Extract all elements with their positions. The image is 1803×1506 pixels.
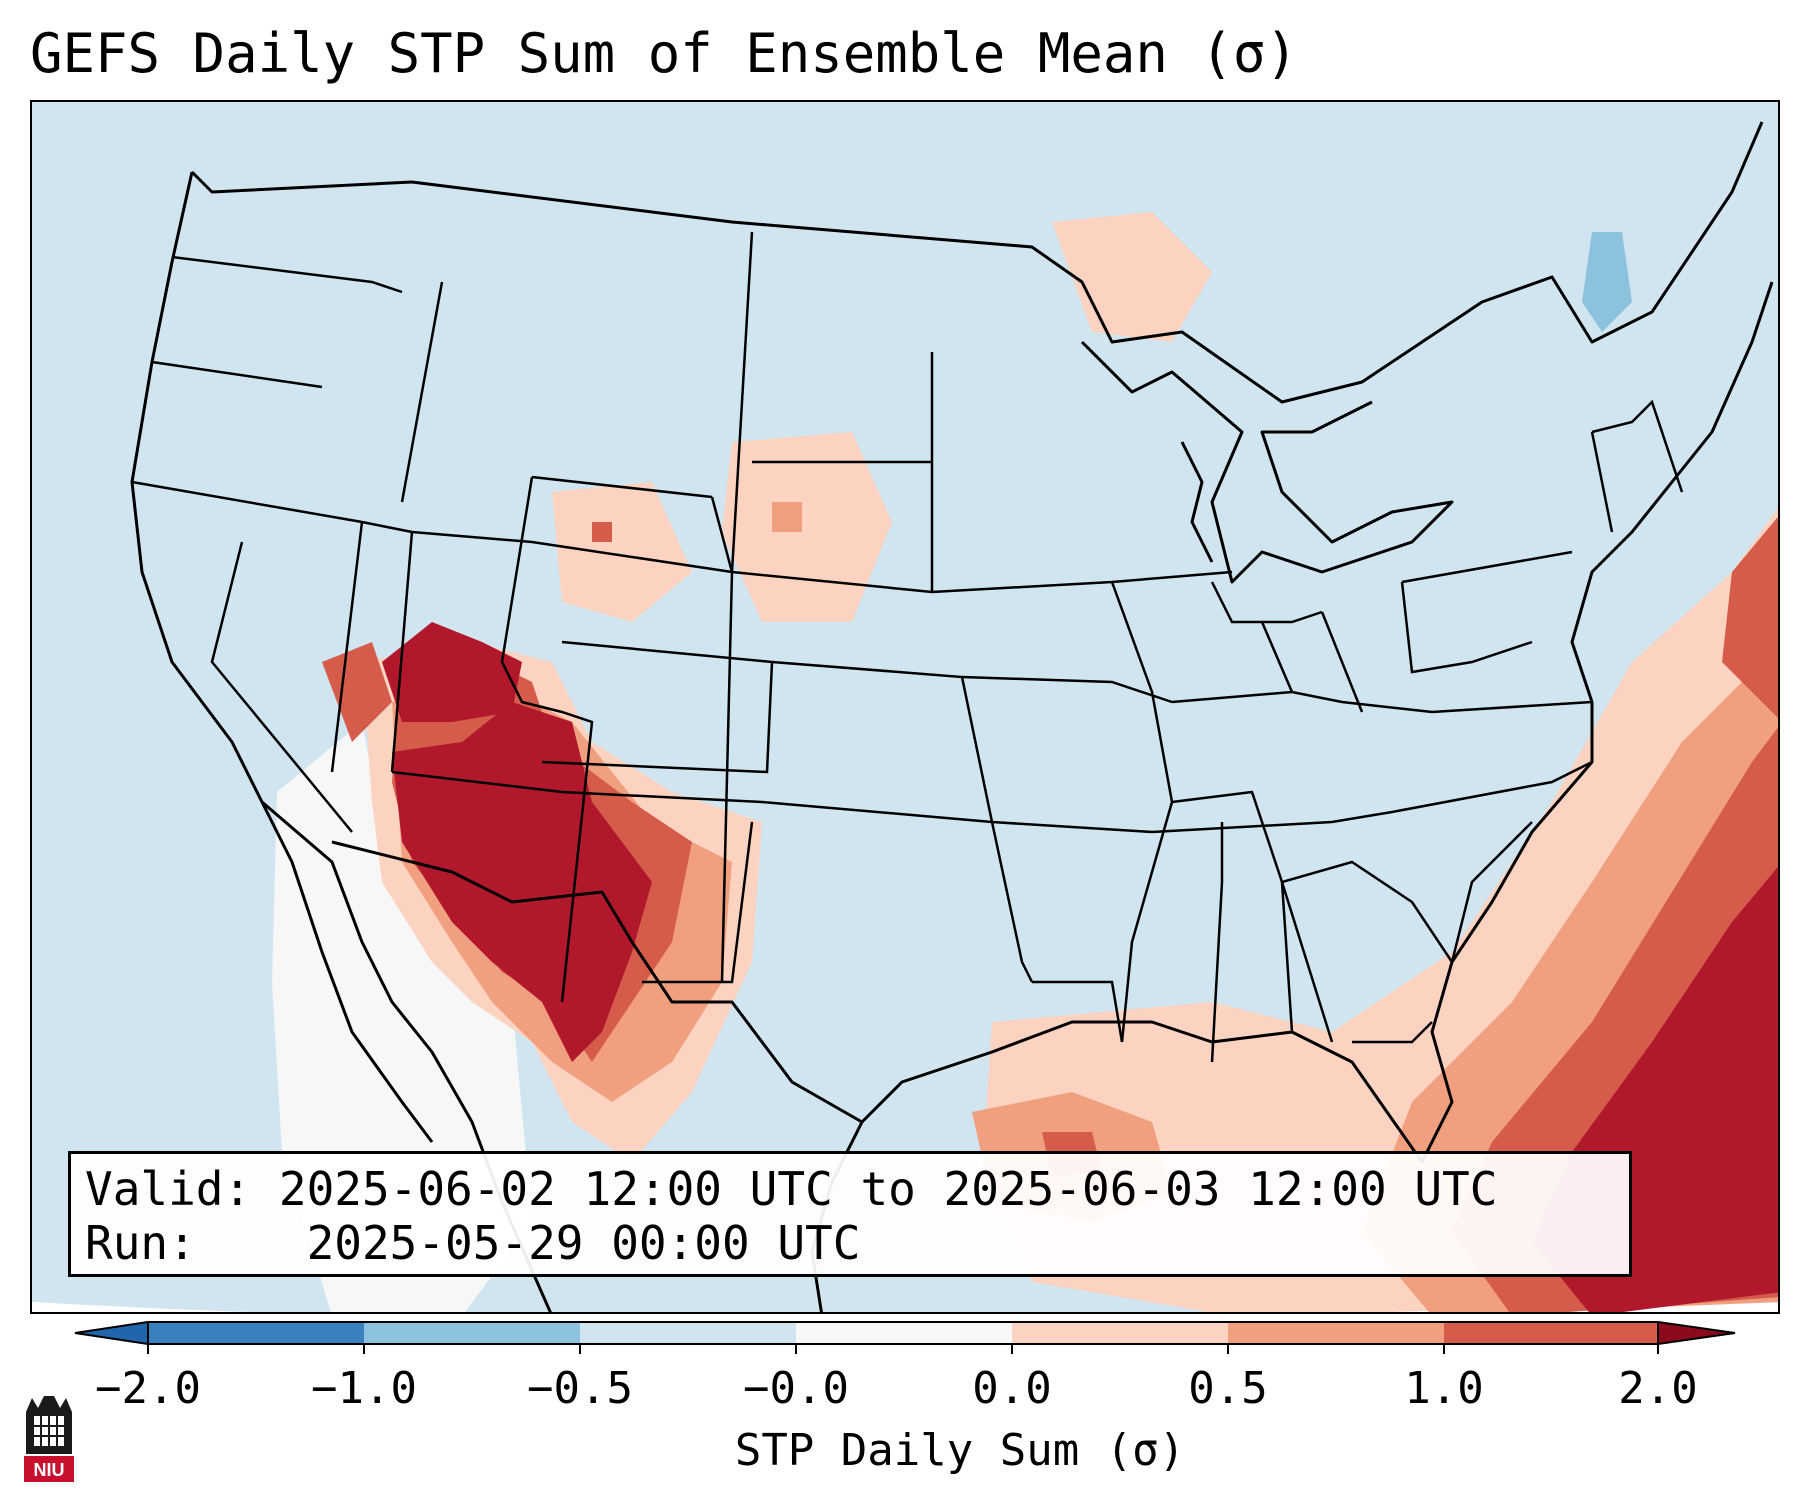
map-svg [32,102,1778,1312]
colorbar-ticks [147,1344,1659,1354]
niu-logo: NIU [24,1396,74,1482]
run-label: Run: [85,1216,196,1270]
valid-label: Valid: [85,1162,252,1216]
colorbar-title: STP Daily Sum (σ) [734,1425,1186,1476]
valid-run-box: Valid: 2025-06-02 12:00 UTC to 2025-06-0… [68,1151,1632,1277]
colorbar-tick-label: 0.0 [972,1363,1052,1414]
colorbar-tick-label: 1.0 [1404,1363,1484,1414]
colorbar-extend-low [74,1320,149,1346]
colorbar-segment [364,1322,580,1344]
map-panel [30,100,1780,1314]
colorbar-segment [148,1322,364,1344]
colorbar-segment [1444,1322,1658,1344]
colorbar-tick-label: −1.0 [311,1363,417,1414]
boundaries [130,121,1774,1312]
run-value: 2025-05-29 00:00 UTC [306,1216,861,1270]
colorbar-segment [1228,1322,1444,1344]
colorbar-segments [74,1320,1736,1346]
colorbar-segment [580,1322,796,1344]
colorbar-tick-label: −0.0 [743,1363,849,1414]
state-boundaries [131,231,1684,1063]
colorbar-segment [1012,1322,1228,1344]
colorbar-tick-label: −0.5 [527,1363,633,1414]
valid-value: 2025-06-02 12:00 UTC to 2025-06-03 12:00… [278,1162,1498,1216]
logo-text: NIU [34,1460,65,1480]
chart-title: GEFS Daily STP Sum of Ensemble Mean (σ) [30,22,1298,85]
colorbar [74,1320,1736,1354]
colorbar-tick-label: 2.0 [1618,1363,1698,1414]
colorbar-tick-label: −2.0 [95,1363,201,1414]
colorbar-tick-label: 0.5 [1188,1363,1268,1414]
colorbar-extend-high [1657,1320,1736,1346]
colorbar-segment [796,1322,1012,1344]
